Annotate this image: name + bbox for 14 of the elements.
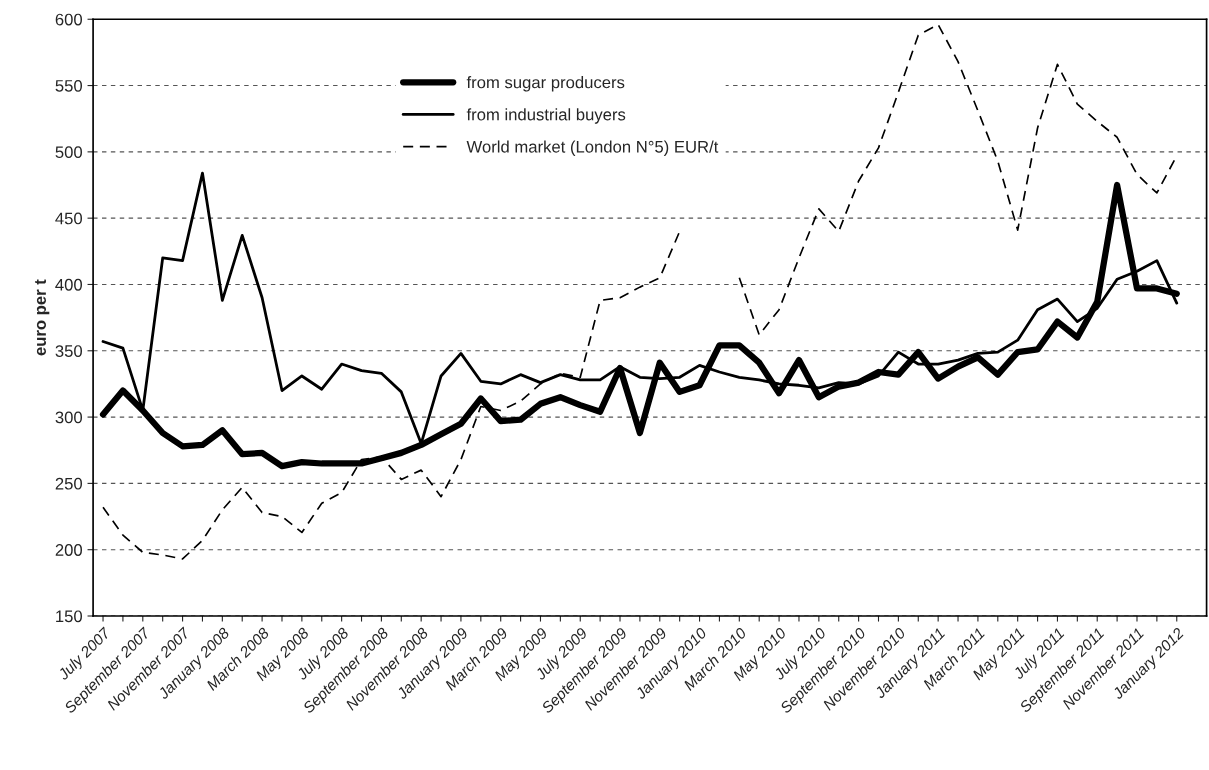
y-tick-label: 500	[55, 146, 83, 159]
y-tick-label: 550	[55, 79, 83, 92]
y-tick-label: 200	[55, 544, 83, 556]
legend-label: from industrial buyers	[466, 108, 626, 124]
y-tick-label: 600	[55, 13, 83, 26]
legend-label: World market (London N°5) EUR/t	[466, 140, 719, 156]
y-tick-label: 400	[55, 278, 83, 291]
y-tick-label: 350	[55, 345, 83, 357]
legend-label: from sugar producers	[466, 76, 625, 92]
y-tick-label: 450	[55, 212, 83, 225]
y-tick-label: 150	[56, 610, 83, 623]
y-axis-title: euro per t	[34, 279, 50, 356]
y-tick-label: 250	[55, 477, 83, 490]
y-tick-label: 300	[55, 411, 83, 424]
